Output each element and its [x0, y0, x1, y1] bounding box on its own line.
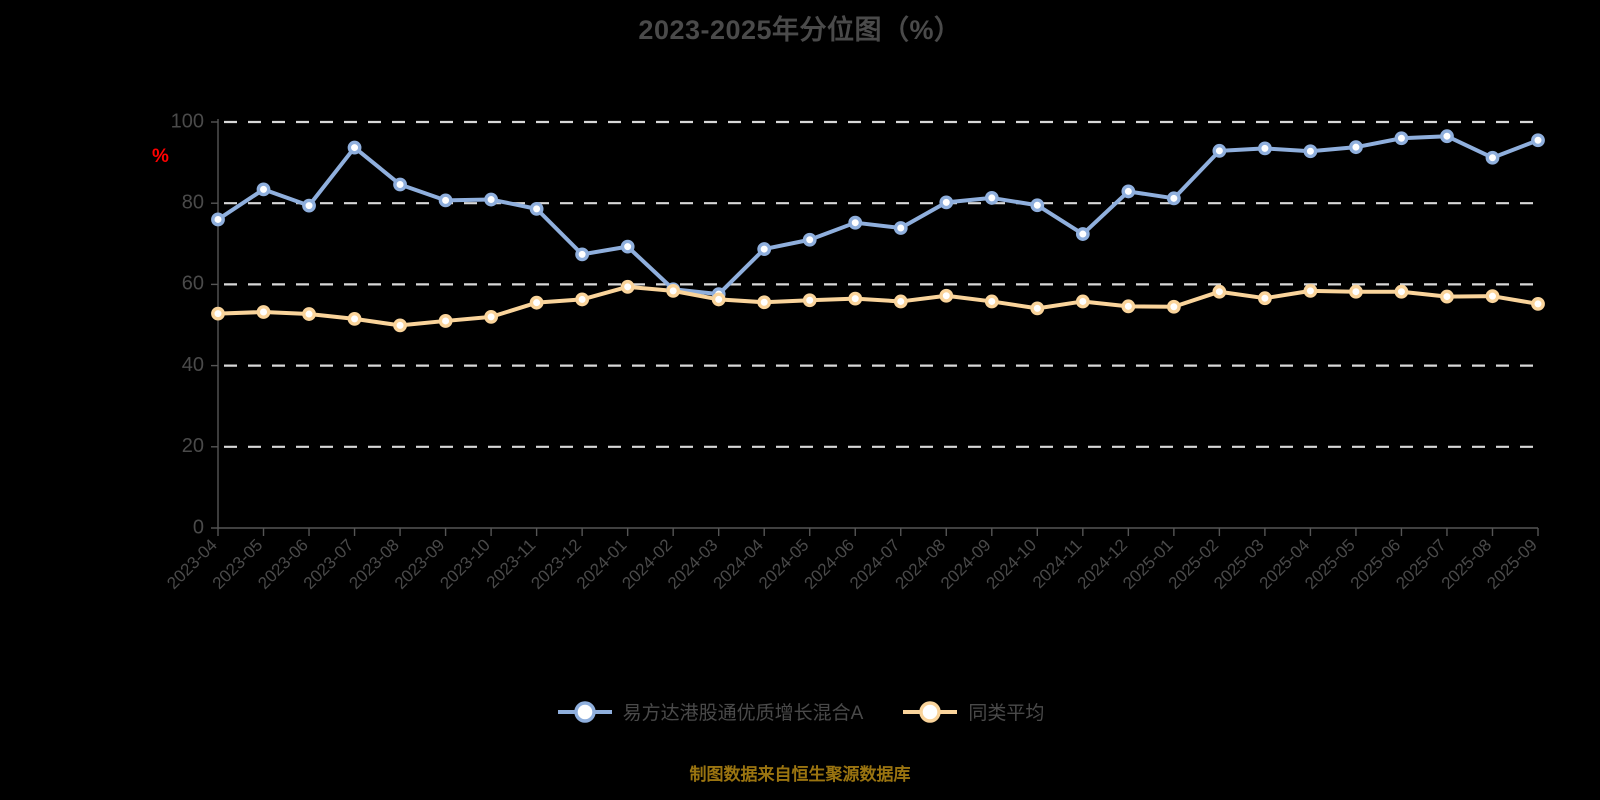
- data-point-primary[interactable]: [1349, 140, 1363, 155]
- footer-source-note: 制图数据来自恒生聚源数据库: [689, 765, 911, 784]
- x-tick-label: 2024-12: [1074, 535, 1132, 593]
- data-point-secondary[interactable]: [1121, 299, 1136, 314]
- data-point-primary[interactable]: [893, 221, 908, 235]
- data-point-primary[interactable]: [802, 232, 817, 247]
- chart-legend: 易方达港股通优质增长混合A 同类平均: [0, 698, 1600, 725]
- data-point-primary[interactable]: [1121, 184, 1136, 199]
- data-point-primary[interactable]: [848, 215, 863, 230]
- legend-marker-primary-icon: [557, 700, 612, 723]
- data-point-secondary[interactable]: [802, 293, 817, 308]
- data-point-primary[interactable]: [211, 212, 225, 227]
- x-tick-label: 2024-04: [709, 535, 767, 593]
- data-point-secondary[interactable]: [984, 294, 999, 309]
- data-point-primary[interactable]: [484, 192, 499, 207]
- data-point-secondary[interactable]: [211, 306, 225, 321]
- y-tick-label: 20: [182, 435, 204, 457]
- data-point-secondary[interactable]: [620, 279, 635, 294]
- data-point-primary[interactable]: [1166, 191, 1181, 206]
- data-point-secondary[interactable]: [1257, 291, 1272, 306]
- data-point-secondary[interactable]: [848, 291, 863, 306]
- data-point-primary[interactable]: [575, 247, 590, 262]
- data-point-primary[interactable]: [1303, 144, 1318, 159]
- x-tick-label: 2024-02: [618, 535, 676, 593]
- data-point-secondary[interactable]: [711, 292, 726, 307]
- x-tick-label: 2024-03: [664, 535, 722, 593]
- data-point-primary[interactable]: [1212, 143, 1227, 158]
- data-point-secondary[interactable]: [1303, 283, 1318, 298]
- series-line-primary: [216, 134, 1540, 297]
- data-point-secondary[interactable]: [256, 305, 271, 319]
- x-tick-label: 2024-01: [573, 535, 631, 593]
- data-point-primary[interactable]: [1075, 227, 1090, 241]
- data-point-secondary[interactable]: [484, 309, 499, 324]
- data-point-primary[interactable]: [529, 201, 544, 216]
- data-point-primary[interactable]: [1030, 198, 1045, 213]
- data-point-secondary[interactable]: [438, 314, 453, 328]
- data-point-secondary[interactable]: [939, 288, 954, 303]
- data-point-secondary[interactable]: [1349, 284, 1363, 299]
- y-tick-label: 0: [193, 516, 204, 538]
- data-point-secondary[interactable]: [1394, 284, 1409, 299]
- x-tick-label: 2024-10: [983, 535, 1041, 593]
- data-point-secondary[interactable]: [893, 294, 908, 309]
- data-point-secondary[interactable]: [347, 312, 362, 326]
- data-point-primary[interactable]: [1531, 133, 1545, 148]
- legend-item-primary[interactable]: 易方达港股通优质增长混合A: [556, 698, 864, 725]
- data-point-primary[interactable]: [256, 182, 271, 197]
- legend-item-secondary[interactable]: 同类平均: [901, 698, 1044, 725]
- data-point-secondary[interactable]: [1075, 294, 1090, 309]
- data-point-secondary[interactable]: [575, 292, 590, 307]
- data-point-secondary[interactable]: [393, 318, 407, 333]
- data-point-primary[interactable]: [1440, 129, 1454, 144]
- data-point-secondary[interactable]: [1166, 299, 1181, 314]
- data-point-primary[interactable]: [347, 140, 362, 155]
- data-point-primary[interactable]: [302, 198, 316, 213]
- data-point-primary[interactable]: [1257, 141, 1272, 156]
- y-tick-label: 80: [182, 191, 204, 213]
- data-point-secondary[interactable]: [1531, 296, 1545, 311]
- y-tick-label: 60: [182, 273, 204, 295]
- legend-marker-secondary-icon: [903, 700, 958, 723]
- data-point-primary[interactable]: [939, 195, 954, 210]
- data-point-secondary[interactable]: [529, 295, 544, 310]
- data-point-primary[interactable]: [757, 242, 772, 256]
- data-point-secondary[interactable]: [302, 307, 316, 321]
- data-point-secondary[interactable]: [666, 283, 681, 298]
- series-line-secondary: [216, 284, 1540, 328]
- x-tick-label: 2023-05: [209, 535, 267, 593]
- legend-label-primary: 易方达港股通优质增长混合A: [622, 703, 864, 724]
- x-tick-label: 2023-04: [163, 535, 221, 593]
- data-point-primary[interactable]: [1485, 150, 1500, 165]
- data-point-primary[interactable]: [1394, 131, 1409, 146]
- data-point-secondary[interactable]: [1485, 289, 1500, 304]
- data-point-secondary[interactable]: [1030, 301, 1045, 316]
- x-tick-label: 2023-10: [436, 535, 494, 593]
- line-chart-plot: 020406080100%2023-042023-052023-062023-0…: [152, 110, 1545, 593]
- x-tick-label: 2023-06: [254, 535, 312, 593]
- data-point-secondary[interactable]: [1212, 284, 1227, 299]
- x-tick-label: 2025-01: [1119, 535, 1177, 593]
- y-tick-label: 100: [171, 110, 204, 132]
- data-point-primary[interactable]: [393, 177, 407, 192]
- y-axis-unit-label: %: [152, 146, 169, 167]
- data-point-secondary[interactable]: [1440, 289, 1454, 304]
- data-point-primary[interactable]: [984, 191, 999, 205]
- data-point-secondary[interactable]: [757, 295, 772, 310]
- x-tick-label: 2025-09: [1483, 535, 1541, 593]
- x-tick-label: 2025-08: [1438, 535, 1496, 593]
- data-point-primary[interactable]: [620, 239, 635, 254]
- legend-label-secondary: 同类平均: [968, 703, 1045, 724]
- y-tick-label: 40: [182, 354, 204, 376]
- data-point-primary[interactable]: [438, 193, 453, 208]
- chart-title: 2023-2025年分位图（%）: [638, 15, 962, 45]
